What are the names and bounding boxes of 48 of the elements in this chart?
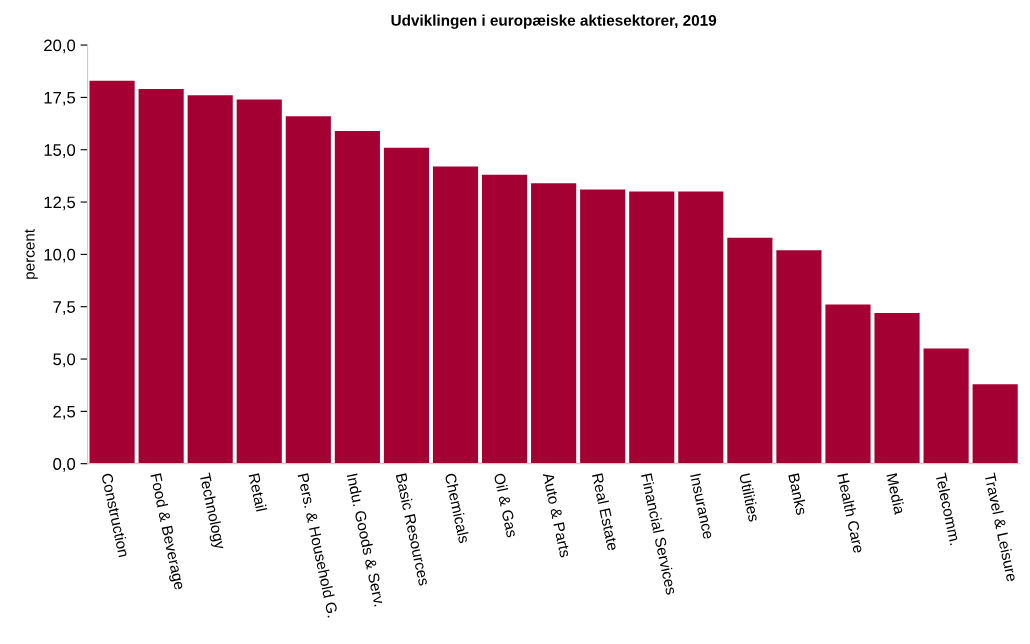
bar — [923, 348, 969, 464]
y-axis-title: percent — [24, 229, 38, 279]
bar — [972, 384, 1018, 464]
bar — [580, 189, 626, 464]
y-tick-label: 7,5 — [53, 301, 76, 315]
chart-title: Udviklingen i europæiske aktiesektorer, 2019 — [391, 14, 717, 29]
y-tick-label: 0,0 — [53, 458, 76, 472]
x-tick-label: Insurance — [690, 473, 715, 540]
y-tick-label: 17,5 — [44, 91, 76, 106]
x-tick-label: Indu. Goods & Serv. — [346, 473, 386, 607]
y-tick-label: 5,0 — [53, 353, 76, 368]
bar — [432, 166, 479, 464]
bar — [776, 250, 822, 464]
bar — [678, 191, 724, 464]
bar — [531, 183, 577, 464]
x-tick-label: Basic Resources — [395, 473, 431, 586]
bar — [236, 99, 282, 464]
y-tick-label: 10,0 — [44, 248, 76, 263]
x-tick-label: Oil & Gas — [493, 472, 519, 538]
x-tick-label: Real Estate — [591, 473, 619, 551]
y-tick-label: 15,0 — [44, 144, 76, 158]
bar — [138, 89, 184, 464]
bar — [89, 80, 135, 464]
bar — [187, 95, 233, 464]
bar — [482, 174, 528, 464]
bar — [383, 147, 430, 464]
x-tick-label: Auto & Parts — [542, 472, 571, 558]
x-tick-label: Health Care — [837, 473, 865, 554]
x-tick-label: Construction — [101, 472, 130, 558]
bar — [629, 191, 675, 464]
x-tick-label: Financial Services — [641, 473, 678, 596]
x-tick-label: Telecomm. — [935, 472, 962, 546]
bar — [874, 312, 920, 464]
x-tick-label: Chemicals — [444, 472, 471, 544]
x-tick-label: Food & Beverage — [147, 473, 186, 591]
x-tick-label: Technology — [196, 472, 227, 551]
x-tick-label: Media — [886, 473, 906, 516]
y-tick-label: 2,5 — [53, 405, 76, 420]
x-tick-label: Banks — [788, 473, 808, 516]
x-tick-label: Utilities — [739, 473, 760, 522]
bar — [285, 116, 331, 464]
bar — [334, 130, 380, 464]
x-tick-label: Travel & Leisure — [984, 472, 1019, 582]
x-tick-label: Retail — [248, 473, 268, 512]
bar — [825, 304, 871, 464]
y-tick-label: 12,5 — [44, 196, 76, 211]
y-tick-label: 20,0 — [44, 39, 76, 54]
bar — [727, 237, 773, 464]
